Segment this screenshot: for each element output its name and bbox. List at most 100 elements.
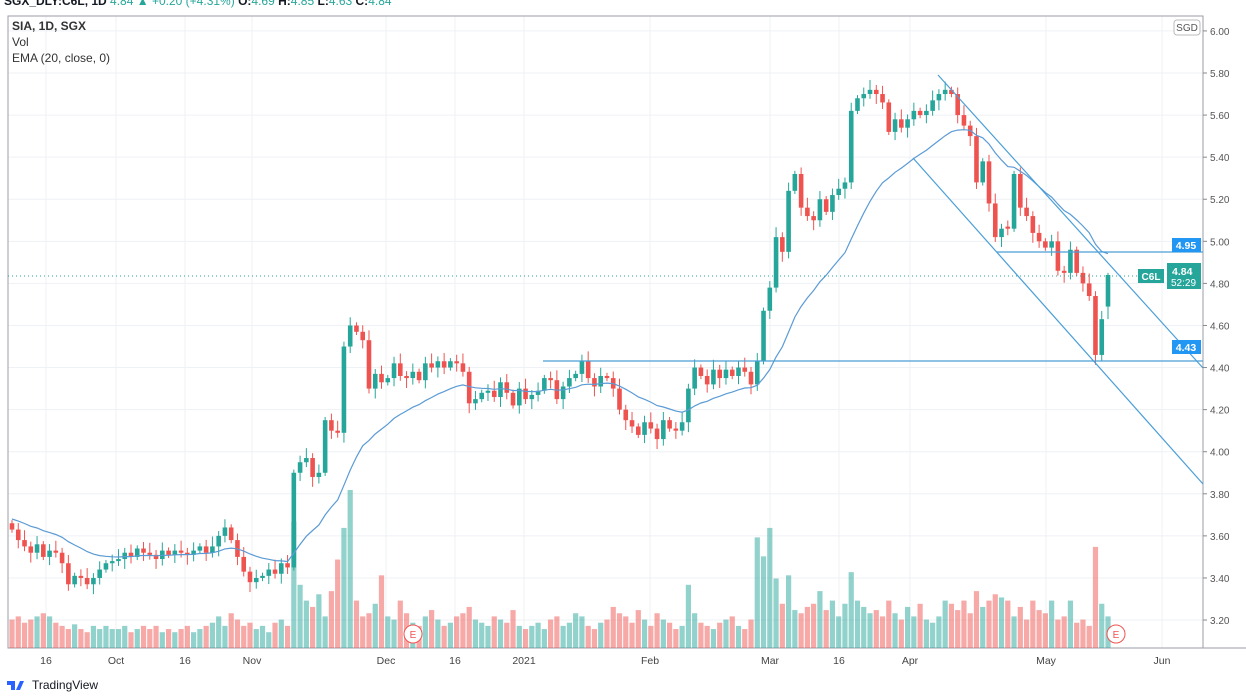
earnings-icon[interactable] xyxy=(1106,624,1126,644)
candle-body xyxy=(754,361,760,385)
volume-bar xyxy=(842,603,848,648)
volume-bar xyxy=(441,625,447,648)
candle-body xyxy=(780,237,785,252)
volume-bar xyxy=(366,613,372,648)
candle-body xyxy=(485,390,491,393)
candle xyxy=(203,539,209,561)
candle-body xyxy=(210,546,215,553)
x-tick-label: 16 xyxy=(40,655,52,667)
candle xyxy=(1086,273,1092,301)
candle xyxy=(448,358,453,371)
candle xyxy=(961,105,967,131)
candle-body xyxy=(1061,270,1067,273)
volume-bar xyxy=(667,622,673,648)
y-tick-label: 5.00 xyxy=(1210,237,1230,248)
candle-body xyxy=(711,369,716,385)
volume-bar xyxy=(197,629,203,648)
time-axis[interactable]: 16 Oct 16 Nov Dec 16 2021 Feb Mar 16 Apr May Jun xyxy=(40,655,1170,667)
volume-bar xyxy=(159,632,165,648)
candle xyxy=(873,84,879,104)
candle xyxy=(1043,238,1048,251)
candle-body xyxy=(855,98,860,111)
volume-bar xyxy=(773,578,779,648)
volume-bar xyxy=(742,629,748,648)
candle xyxy=(310,453,315,487)
candle xyxy=(1074,246,1079,277)
y-tick-label: 4.60 xyxy=(1210,321,1230,332)
volume-bar xyxy=(479,622,485,648)
volume-bar xyxy=(172,632,178,648)
candle-body xyxy=(448,361,453,368)
x-tick-label: 16 xyxy=(833,655,845,667)
legend-ema[interactable]: EMA (20, close, 0) xyxy=(12,51,111,65)
candle-body xyxy=(792,173,798,191)
candle xyxy=(153,549,159,569)
volume-bar xyxy=(391,619,397,648)
y-tick-label: 5.60 xyxy=(1210,111,1230,122)
volume-bar xyxy=(72,624,78,648)
candle xyxy=(272,559,278,579)
candle xyxy=(441,353,447,375)
volume-bar xyxy=(341,527,347,648)
candle xyxy=(667,417,672,432)
candle-body xyxy=(830,195,835,212)
candle-body xyxy=(84,577,90,585)
legend-volume[interactable]: Vol xyxy=(12,35,29,49)
candle-body xyxy=(22,540,27,547)
candle xyxy=(942,81,948,101)
volume-bar xyxy=(472,619,479,648)
volume-bar xyxy=(209,622,216,648)
volume-bar xyxy=(147,629,153,648)
volume-bar xyxy=(723,619,729,648)
candle xyxy=(805,197,810,221)
candle-body xyxy=(686,388,691,423)
earnings-icon[interactable] xyxy=(403,624,423,644)
volume-bar xyxy=(316,594,322,648)
y-tick-label: 3.20 xyxy=(1210,616,1230,627)
volume-bar xyxy=(165,629,172,648)
candle xyxy=(798,167,804,216)
tradingview-logo[interactable]: TradingView xyxy=(6,678,98,692)
candle-body xyxy=(1086,283,1092,297)
candle xyxy=(253,569,259,589)
channel-upper-line[interactable] xyxy=(937,74,1204,369)
candle-body xyxy=(798,173,804,208)
level-badge-low: 4.43 xyxy=(1172,340,1201,354)
candle xyxy=(191,542,196,562)
candle-body xyxy=(435,361,441,368)
earnings-marker-2[interactable]: E xyxy=(1106,624,1126,644)
candle xyxy=(717,364,723,388)
earnings-marker[interactable]: E xyxy=(403,624,423,644)
candle xyxy=(410,363,416,385)
candle-body xyxy=(905,119,910,128)
candle xyxy=(47,544,52,566)
channel-lower-line[interactable] xyxy=(912,157,1204,485)
volume-bar xyxy=(1067,600,1074,648)
volume-bar xyxy=(109,629,115,648)
candle-body xyxy=(704,375,710,385)
x-tick-label: 16 xyxy=(179,655,191,667)
candle-body xyxy=(153,554,159,560)
volume-bar xyxy=(485,625,491,648)
price-axis[interactable]: 6.00 5.80 5.60 5.40 5.20 5.00 4.80 4.60 4.40 4.20… xyxy=(1203,27,1230,627)
candle xyxy=(604,372,610,382)
currency-badge[interactable]: SGD xyxy=(1173,19,1201,36)
candle xyxy=(172,544,178,564)
candle-body xyxy=(498,382,503,398)
volume-bar xyxy=(1092,546,1099,648)
volume-bar xyxy=(1061,616,1067,648)
volume-bar xyxy=(466,606,472,648)
symbol-tag: C6L xyxy=(1138,269,1164,283)
volume-bar xyxy=(785,575,792,648)
volume-bar xyxy=(78,629,84,648)
candle-body xyxy=(473,399,478,404)
drawings[interactable] xyxy=(543,74,1204,485)
candle xyxy=(992,193,998,242)
level-badge-high: 4.95 xyxy=(1172,238,1201,252)
volume-bar xyxy=(660,619,666,648)
candle-body xyxy=(429,363,434,368)
candle xyxy=(811,211,816,231)
volume-bar xyxy=(679,625,685,648)
candle xyxy=(585,351,591,383)
